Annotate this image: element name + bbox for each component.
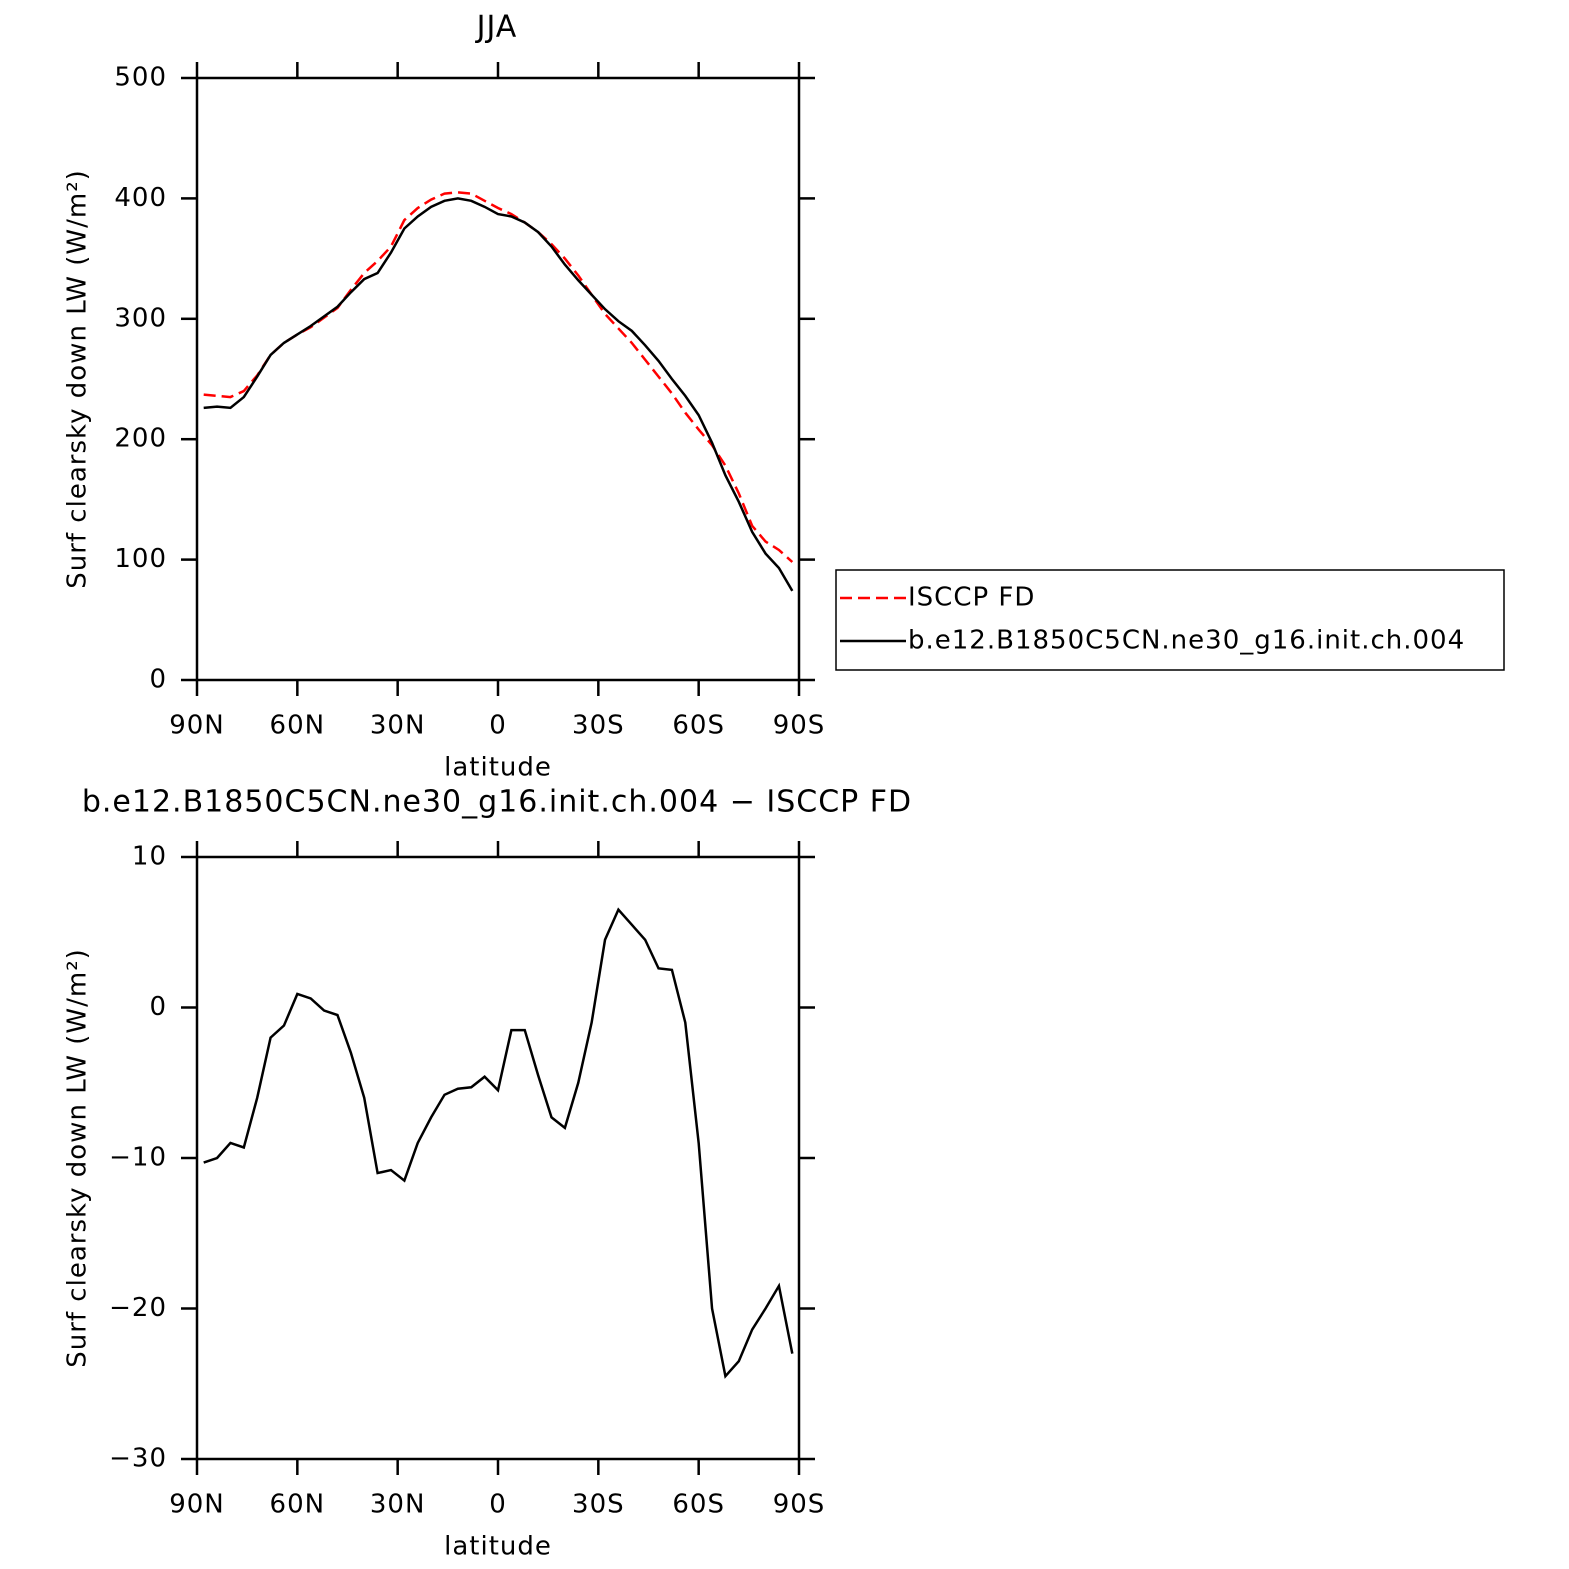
data-line <box>203 907 794 1379</box>
y-tick-label: 100 <box>114 544 167 574</box>
x-tick-label: 60N <box>270 711 326 741</box>
y-axis-label: Surf clearsky down LW (W/m²) <box>63 948 93 1368</box>
x-axis-label: latitude <box>444 1532 552 1562</box>
y-tick-label: 500 <box>114 63 167 93</box>
plot-frame <box>195 855 801 1461</box>
legend-label: b.e12.B1850C5CN.ne30_g16.init.ch.004 <box>908 626 1465 656</box>
x-tick-label: 30S <box>572 711 625 741</box>
x-tick-label: 0 <box>489 711 507 741</box>
plot-frame <box>195 76 801 682</box>
y-tick-label: 10 <box>132 842 167 872</box>
x-tick-label: 60N <box>270 1490 326 1520</box>
chart-title: b.e12.B1850C5CN.ne30_g16.init.ch.004 − I… <box>82 785 912 820</box>
data-line <box>203 191 794 563</box>
y-tick-label: −30 <box>109 1444 167 1474</box>
y-tick-label: −10 <box>109 1143 167 1173</box>
x-tick-label: 90N <box>169 1490 225 1520</box>
x-axis-label: latitude <box>444 753 552 783</box>
x-tick-label: 60S <box>672 711 725 741</box>
y-tick-label: 0 <box>149 665 167 695</box>
x-tick-label: 30N <box>370 711 426 741</box>
legend-box <box>835 569 1505 671</box>
x-tick-label: 90S <box>773 711 826 741</box>
legend-label: ISCCP FD <box>908 583 1035 613</box>
y-tick-label: 300 <box>114 303 167 333</box>
x-tick-label: 60S <box>672 1490 725 1520</box>
x-tick-label: 90S <box>773 1490 826 1520</box>
chart-title: JJA <box>475 10 518 45</box>
y-tick-label: 400 <box>114 183 167 213</box>
data-line <box>203 197 794 592</box>
x-tick-label: 0 <box>489 1490 507 1520</box>
x-tick-label: 90N <box>169 711 225 741</box>
y-tick-label: 0 <box>149 992 167 1022</box>
x-tick-label: 30S <box>572 1490 625 1520</box>
y-tick-label: 200 <box>114 424 167 454</box>
x-tick-label: 30N <box>370 1490 426 1520</box>
y-tick-label: −20 <box>109 1293 167 1323</box>
y-axis-label: Surf clearsky down LW (W/m²) <box>63 169 93 589</box>
